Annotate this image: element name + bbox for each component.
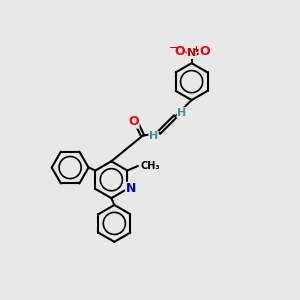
Text: O: O (199, 45, 210, 58)
Text: +: + (192, 45, 199, 54)
Text: N: N (126, 182, 136, 195)
Text: −: − (169, 44, 178, 53)
Text: CH₃: CH₃ (141, 161, 160, 171)
Text: H: H (177, 108, 186, 118)
Text: N: N (187, 48, 196, 59)
Text: H: H (149, 131, 158, 141)
Text: O: O (174, 45, 185, 58)
Text: O: O (128, 115, 139, 128)
